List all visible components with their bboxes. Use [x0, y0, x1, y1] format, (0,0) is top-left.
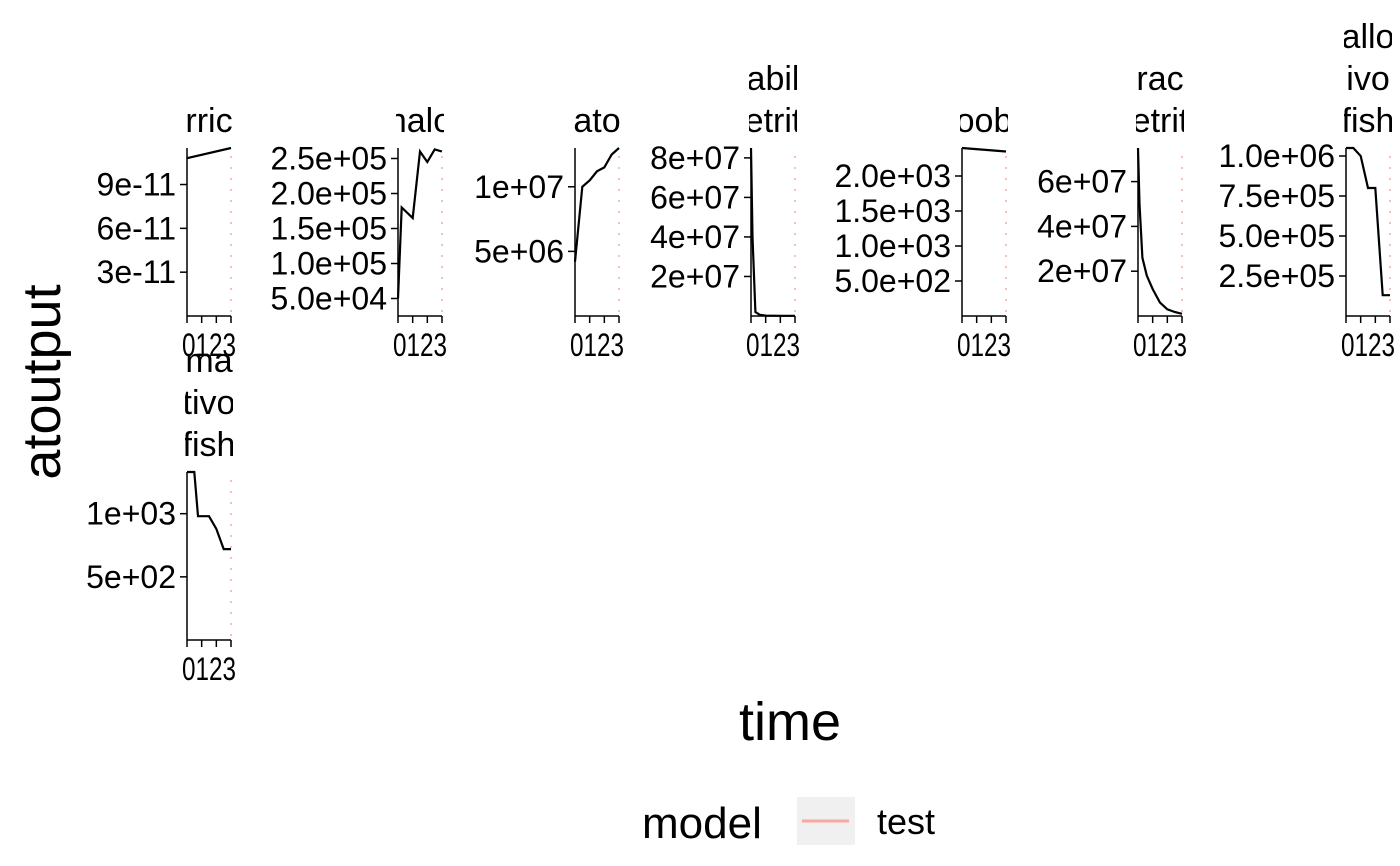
facet-strip-label: ato: [573, 102, 620, 140]
x-tick-labels: 0123: [393, 327, 447, 363]
facet-strip-label: fish: [183, 426, 236, 464]
series-line: [961, 146, 1007, 153]
facet-strip-label: rac: [1136, 60, 1183, 98]
facet-strip: rac etrit: [1132, 60, 1189, 140]
facet-strip-label: rric: [185, 102, 232, 140]
x-axis-title: time: [739, 692, 841, 752]
series-line: [186, 146, 232, 160]
x-tick-labels: 0123: [1133, 327, 1187, 363]
series-line: [749, 147, 795, 317]
series-line: [1346, 146, 1390, 297]
y-tick-label: 2e+07: [1037, 253, 1127, 289]
series-line: [187, 470, 231, 551]
facet-strip-label: allo: [1342, 18, 1395, 56]
y-tick-label: 4e+07: [650, 219, 740, 255]
series-line: [573, 147, 620, 262]
y-tick-label: 1.0e+05: [270, 246, 387, 282]
x-tick-labels: 0123: [1341, 327, 1395, 363]
y-tick-label: 4e+07: [1037, 208, 1127, 244]
y-tick-label: 1.5e+03: [834, 193, 951, 229]
facet-strip-label: etrit: [1132, 102, 1189, 140]
facet-strip-label: fish: [1342, 102, 1395, 140]
y-tick-label: 2.5e+05: [270, 141, 387, 177]
x-tick-labels: 0123: [570, 327, 624, 363]
y-tick-label: 5.0e+02: [834, 263, 951, 299]
facet-strip: abil etrit: [745, 60, 802, 140]
facet-strip-label: etrit: [745, 102, 802, 140]
y-tick-label: 2.0e+05: [270, 176, 387, 212]
y-tick-label: 5.0e+04: [270, 281, 387, 317]
facet-panel: nalo 5.0e+041.0e+051.5e+052.0e+052.5e+05 0…: [270, 102, 452, 363]
y-tick-label: 2.0e+03: [834, 158, 951, 194]
facet-strip-label: tivo: [183, 384, 236, 422]
y-tick-label: 7.5e+05: [1218, 178, 1335, 214]
facet-panel: allo ivo fish 2.5e+05 5.0e+05 7.5e+05 1.0e+06 0…: [1218, 18, 1395, 363]
facet-panel: rric 3e-11 6e-11 9e-11 0123: [97, 102, 236, 363]
y-tick-label: 9e-11: [97, 167, 176, 203]
y-tick-label: 8e+07: [650, 140, 740, 176]
x-tick-labels: 0123: [182, 327, 236, 363]
x-tick-labels: 0123: [746, 327, 800, 363]
facet-strip-label: ma: [185, 342, 232, 380]
y-tick-label: 2e+07: [650, 258, 740, 294]
facet-strip: allo ivo fish: [1342, 18, 1395, 140]
panels: rric3e-116e-119e-110123nalo5.0e+041.0e+0…: [86, 18, 1395, 687]
series-line: [1136, 147, 1183, 315]
facet-strip: oob: [956, 102, 1013, 140]
y-tick-label: 3e-11: [97, 254, 176, 290]
facet-strip: ato: [573, 102, 620, 140]
facet-strip: nalo: [388, 102, 452, 140]
facet-strip-label: nalo: [388, 102, 452, 140]
facet-strip-label: oob: [956, 102, 1013, 140]
y-tick-label: 5e+02: [86, 559, 176, 595]
y-tick-label: 5e+06: [474, 233, 564, 269]
facet-strip-label: ivo: [1346, 60, 1389, 98]
facet-panel: rac etrit 2e+07 4e+07 6e+07 0123: [1037, 60, 1189, 363]
y-tick-label: 1e+07: [474, 169, 564, 205]
series-line: [396, 148, 443, 299]
facet-strip-label: abil: [747, 60, 800, 98]
y-tick-label: 1.0e+06: [1218, 138, 1335, 174]
y-tick-label: 1.5e+05: [270, 211, 387, 247]
facet-panel: oob 5.0e+021.0e+031.5e+032.0e+03 0123: [834, 102, 1013, 363]
y-tick-label: 6e+07: [1037, 164, 1127, 200]
facet-strip: ma tivo fish: [183, 342, 236, 464]
y-tick-label: 6e+07: [650, 179, 740, 215]
legend-label-test: test: [877, 801, 935, 842]
legend-title: model: [642, 799, 762, 848]
facet-panel: ma tivo fish 5e+02 1e+03 0123: [86, 342, 236, 687]
legend: model test: [642, 797, 935, 848]
y-tick-label: 5.0e+05: [1218, 218, 1335, 254]
facet-strip: rric: [185, 102, 232, 140]
x-tick-labels: 0123: [957, 327, 1011, 363]
x-tick-labels: 0123: [182, 651, 236, 687]
y-tick-label: 6e-11: [97, 210, 176, 246]
y-tick-label: 1.0e+03: [834, 228, 951, 264]
y-axis-title: atoutput: [12, 284, 72, 479]
y-tick-label: 2.5e+05: [1218, 258, 1335, 294]
y-tick-label: 1e+03: [86, 496, 176, 532]
facet-panel: ato 5e+06 1e+07 0123: [474, 102, 624, 363]
